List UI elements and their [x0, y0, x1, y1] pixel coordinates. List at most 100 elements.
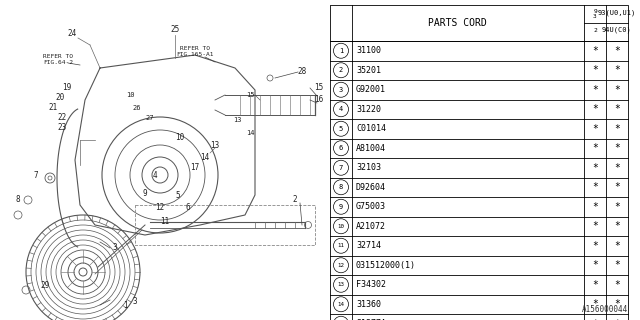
- Text: *: *: [614, 104, 620, 114]
- Text: *: *: [592, 260, 598, 270]
- Text: FIG.64-2: FIG.64-2: [43, 60, 73, 66]
- Text: 13: 13: [211, 140, 220, 149]
- Text: *: *: [614, 221, 620, 231]
- Text: 35201: 35201: [356, 66, 381, 75]
- Text: *: *: [614, 124, 620, 134]
- Text: 9
3: 9 3: [593, 9, 597, 20]
- Text: 93(U0,U1): 93(U0,U1): [598, 10, 636, 16]
- Text: *: *: [592, 280, 598, 290]
- Text: 5: 5: [176, 190, 180, 199]
- Text: 28: 28: [298, 68, 307, 76]
- Text: 24: 24: [67, 28, 77, 37]
- Text: 5: 5: [339, 126, 343, 132]
- Text: *: *: [614, 143, 620, 153]
- Text: 31220: 31220: [356, 105, 381, 114]
- Text: *: *: [592, 46, 598, 56]
- Text: *: *: [592, 65, 598, 75]
- Text: F34302: F34302: [356, 280, 386, 289]
- Text: 32714: 32714: [356, 241, 381, 250]
- Text: *: *: [614, 241, 620, 251]
- Text: REFER TO: REFER TO: [43, 54, 73, 60]
- Text: 94U(C0): 94U(C0): [602, 26, 632, 33]
- Text: 16: 16: [314, 95, 323, 105]
- Text: 2: 2: [292, 196, 298, 204]
- Bar: [135, 205, 315, 245]
- Text: *: *: [592, 182, 598, 192]
- Text: G75003: G75003: [356, 202, 386, 211]
- Text: 13: 13: [337, 282, 344, 287]
- Text: 3: 3: [113, 244, 117, 252]
- Text: *: *: [592, 221, 598, 231]
- Text: *: *: [592, 163, 598, 173]
- Text: *: *: [592, 299, 598, 309]
- Text: 29: 29: [40, 281, 50, 290]
- Text: 1: 1: [123, 300, 127, 309]
- Text: *: *: [592, 104, 598, 114]
- Text: 26: 26: [132, 105, 141, 111]
- Text: 4: 4: [339, 106, 343, 112]
- Text: G92001: G92001: [356, 85, 386, 94]
- Text: 11: 11: [337, 243, 344, 248]
- Text: 13: 13: [233, 117, 241, 123]
- Text: 21: 21: [49, 103, 58, 113]
- Text: 31100: 31100: [356, 46, 381, 55]
- Text: *: *: [614, 182, 620, 192]
- Text: PARTS CORD: PARTS CORD: [428, 18, 486, 28]
- Text: *: *: [614, 46, 620, 56]
- Text: 9: 9: [143, 188, 147, 197]
- Text: 7: 7: [339, 165, 343, 171]
- Text: 32103: 32103: [356, 163, 381, 172]
- Text: 15: 15: [246, 92, 254, 98]
- Text: 7: 7: [34, 171, 38, 180]
- Text: *: *: [592, 319, 598, 320]
- Text: 6: 6: [186, 204, 190, 212]
- Text: *: *: [614, 85, 620, 95]
- Text: *: *: [614, 299, 620, 309]
- Text: 20: 20: [56, 93, 65, 102]
- Text: 23: 23: [58, 124, 67, 132]
- Text: 14: 14: [337, 302, 344, 307]
- Text: *: *: [592, 143, 598, 153]
- Text: *: *: [614, 319, 620, 320]
- Text: D92604: D92604: [356, 183, 386, 192]
- Text: A21072: A21072: [356, 222, 386, 231]
- Text: FIG.165-A1: FIG.165-A1: [176, 52, 214, 57]
- Text: 14: 14: [200, 154, 210, 163]
- Text: 3: 3: [339, 87, 343, 93]
- Text: 031512000(1): 031512000(1): [356, 261, 416, 270]
- Text: 19: 19: [62, 84, 72, 92]
- Text: 8: 8: [339, 184, 343, 190]
- Text: 8: 8: [16, 196, 20, 204]
- Text: 22: 22: [58, 114, 67, 123]
- Text: *: *: [592, 85, 598, 95]
- Text: 31377A: 31377A: [356, 319, 386, 320]
- Text: *: *: [614, 260, 620, 270]
- Text: 3: 3: [132, 298, 138, 307]
- Text: 10: 10: [125, 92, 134, 98]
- Text: *: *: [614, 163, 620, 173]
- Text: A81004: A81004: [356, 144, 386, 153]
- Text: C01014: C01014: [356, 124, 386, 133]
- Text: REFER TO: REFER TO: [180, 45, 210, 51]
- Text: 2: 2: [593, 28, 597, 33]
- Text: 12: 12: [337, 263, 344, 268]
- Text: 31360: 31360: [356, 300, 381, 309]
- Text: 15: 15: [314, 84, 323, 92]
- Text: 2: 2: [339, 67, 343, 73]
- Text: *: *: [592, 241, 598, 251]
- Text: *: *: [592, 202, 598, 212]
- Text: 14: 14: [246, 130, 254, 136]
- Text: 12: 12: [156, 204, 164, 212]
- Text: 6: 6: [339, 145, 343, 151]
- Text: 27: 27: [146, 115, 154, 121]
- Text: 1: 1: [339, 48, 343, 54]
- Text: 11: 11: [161, 218, 170, 227]
- Text: *: *: [592, 124, 598, 134]
- Text: 25: 25: [170, 26, 180, 35]
- Text: *: *: [614, 280, 620, 290]
- Text: 17: 17: [190, 164, 200, 172]
- Bar: [330, 5, 628, 320]
- Text: *: *: [614, 65, 620, 75]
- Text: 9: 9: [339, 204, 343, 210]
- Text: 10: 10: [175, 133, 184, 142]
